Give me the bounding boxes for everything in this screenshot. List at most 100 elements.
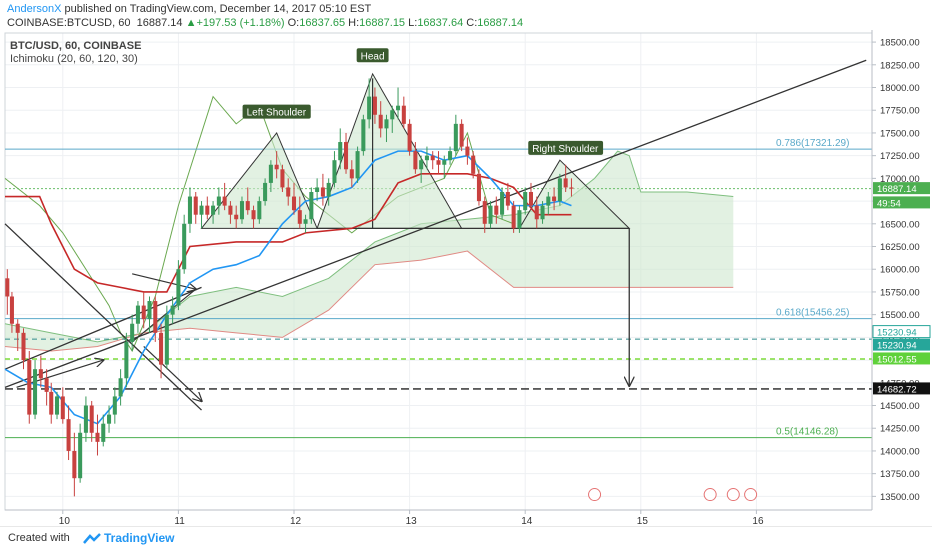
candle-body [54,396,60,415]
candle-body [280,169,285,188]
event-flag-icon [588,488,602,502]
ichimoku-cloud [5,151,734,351]
y-tick-label: 16000.00 [880,265,920,276]
candle-body [27,360,32,415]
candle-body [482,201,487,224]
right-shoulder-label-bg [528,140,604,155]
candle-body [563,178,568,188]
candle-body [274,164,279,170]
candle-body [118,378,123,397]
y-tick-label: 17250.00 [880,151,920,162]
candle-body [540,205,545,220]
candle-body [239,201,245,220]
candle-body [60,396,65,420]
candle-body [361,119,366,152]
candle-body [33,369,38,415]
price-badge [873,338,930,351]
candle-body [505,192,510,206]
fib-level-label: 0.618(15456.25) [776,308,849,319]
candle-body [187,196,192,224]
price-badge-label: 15012.55 [877,354,917,365]
candle-body [442,160,447,165]
candle-body [205,205,210,215]
y-tick-label: 14250.00 [880,424,920,435]
price-badge [873,196,930,209]
down-arrow [143,346,202,401]
candle-body [546,196,551,206]
low-label: L: [408,17,418,29]
candle-body [401,105,406,124]
close-label: C: [466,17,478,29]
last-price: 16887.14 [136,17,183,29]
candle-body [419,160,424,170]
projection-arrow-line [131,288,197,343]
fib-level-label: 0.5(14146.28) [776,427,838,438]
candle-body [83,405,88,433]
candle-body [234,214,239,220]
candle-body [72,450,77,479]
candle-body [199,205,204,215]
candle-body [141,305,146,320]
candle-body [101,423,106,442]
y-tick-label: 16500.00 [880,219,920,230]
head-label-bg [356,48,389,63]
candle-body [424,155,429,161]
candle-body [5,278,10,297]
indicator-legend: Ichimoku (20, 60, 120, 30) [10,53,138,65]
price-badge-label: 14682.72 [877,384,917,395]
y-tick-label: 13500.00 [880,492,920,503]
candle-body [459,123,464,147]
candle-body [488,205,493,224]
candle-body [355,151,360,179]
y-tick-label: 17500.00 [880,128,920,139]
candle-body [147,301,152,320]
candle-body [552,196,557,202]
x-tick-label: 15 [637,516,649,526]
author-link[interactable]: AndersonX [7,3,62,15]
candle-body [476,173,481,202]
candle-body [528,192,534,206]
high-value: 16887.15 [359,17,406,29]
y-axis-panel [872,30,932,526]
tradingview-brand[interactable]: TradingView [104,531,175,545]
head-label: Head [361,51,385,62]
candle-body [343,142,349,170]
candle-body [569,187,574,189]
candle-body [407,123,412,152]
candle-body [9,296,14,324]
y-tick-label: 18250.00 [880,60,920,71]
x-tick-label: 16 [752,516,764,526]
trend-line [4,59,867,388]
projection-arrow [132,273,196,289]
candle-body [245,201,250,211]
candle-body [494,205,499,215]
event-flag-icon [744,488,758,502]
price-badge-label: 16887.14 [877,184,917,195]
created-with-text: Created with [8,532,70,544]
left-shoulder-label: Left Shoulder [247,108,307,119]
candle-body [257,201,262,220]
candle-body [49,391,54,415]
candle-body [332,160,337,183]
change-value: +197.53 (+1.18%) [196,17,285,29]
left-shoulder-label-bg [242,104,311,119]
senkou-span-b [4,250,734,352]
change-arrow-icon: ▲ [185,17,197,29]
y-tick-label: 17750.00 [880,106,920,117]
high-label: H: [348,17,360,29]
candle-body [228,205,233,215]
candle-body [159,332,164,365]
candle-body [367,96,372,120]
candle-body [384,119,389,129]
price-chart[interactable]: 0.786(17321.29) 0.618(15456.25) 0.5(14146.… [0,30,932,526]
candle-body [390,110,395,120]
price-badge [873,382,930,395]
x-tick-label: 12 [290,516,302,526]
y-tick-label: 15250.00 [880,333,920,344]
candle-body [38,369,43,379]
y-tick-label: 14000.00 [880,446,920,457]
candle-body [378,114,383,129]
tradingview-logo-icon [83,533,101,544]
x-tick-label: 10 [59,516,71,526]
descending-line [4,223,202,411]
